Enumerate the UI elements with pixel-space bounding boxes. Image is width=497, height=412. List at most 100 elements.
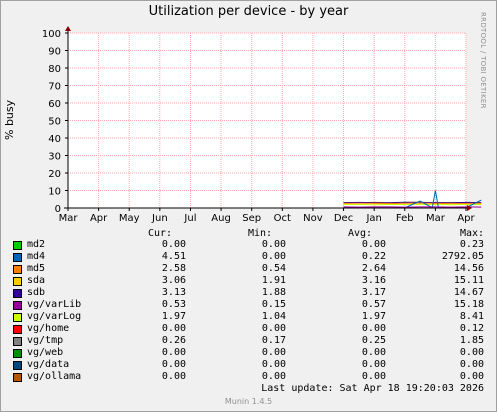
legend-value-max: 2792.05 — [441, 251, 484, 262]
legend-value-min: 0.00 — [261, 323, 286, 334]
y-tick-label: 90 — [48, 47, 61, 58]
legend-value-cur: 0.53 — [161, 299, 186, 310]
legend-swatch — [13, 373, 22, 382]
legend-name: md2 — [27, 239, 46, 250]
legend-value-cur: 0.00 — [161, 347, 186, 358]
legend-name: md4 — [27, 251, 46, 262]
legend-value-min: 0.00 — [261, 359, 286, 370]
legend-value-min: 1.88 — [261, 287, 286, 298]
legend-row: sda 3.06 1.91 3.16 15.11 — [0, 275, 497, 287]
legend-value-cur: 0.00 — [161, 371, 186, 382]
legend-value-cur: 0.26 — [161, 335, 186, 346]
legend-row: vg/web 0.00 0.00 0.00 0.00 — [0, 347, 497, 359]
legend-name: vg/data — [27, 359, 70, 370]
x-tick-label: Mar — [426, 213, 446, 224]
legend-value-avg: 0.25 — [361, 335, 386, 346]
legend-swatch — [13, 361, 22, 370]
legend-header-cur: Cur: — [148, 228, 173, 239]
legend-name: vg/varLib — [27, 299, 82, 310]
legend-header-max: Max: — [460, 228, 485, 239]
legend-swatch — [13, 313, 22, 322]
legend-swatch — [13, 289, 22, 298]
legend-row: vg/ollama 0.00 0.00 0.00 0.00 — [0, 371, 497, 383]
legend-value-avg: 0.22 — [361, 251, 386, 262]
legend-value-cur: 0.00 — [161, 359, 186, 370]
chart-title: Utilization per device - by year — [148, 4, 349, 19]
legend-value-max: 14.56 — [453, 263, 484, 274]
x-tick-label: Aug — [211, 213, 231, 224]
x-tick-label: May — [119, 213, 140, 224]
legend-value-avg: 0.00 — [361, 371, 386, 382]
y-tick-label: 30 — [48, 152, 61, 163]
y-tick-label: 60 — [48, 99, 61, 110]
legend-value-min: 0.00 — [261, 251, 286, 262]
legend-value-avg: 3.17 — [361, 287, 386, 298]
legend-value-min: 0.15 — [261, 299, 286, 310]
y-tick-label: 0 — [55, 204, 61, 215]
legend-value-max: 0.23 — [459, 239, 484, 250]
munin-version: Munin 1.4.5 — [224, 397, 273, 406]
y-tick-label: 20 — [48, 169, 61, 180]
legend-row: sdb 3.13 1.88 3.17 14.67 — [0, 287, 497, 299]
legend-value-min: 0.00 — [261, 371, 286, 382]
legend-swatch — [13, 277, 22, 286]
legend-value-avg: 2.64 — [361, 263, 386, 274]
legend-value-avg: 0.00 — [361, 359, 386, 370]
x-tick-label: Sep — [242, 213, 261, 224]
y-tick-label: 80 — [48, 64, 61, 75]
legend-value-max: 15.18 — [453, 299, 484, 310]
legend-row: vg/tmp 0.26 0.17 0.25 1.85 — [0, 335, 497, 347]
legend-swatch — [13, 337, 22, 346]
legend-value-cur: 2.58 — [161, 263, 186, 274]
y-tick-label: 100 — [42, 29, 61, 40]
legend-name: sdb — [27, 287, 46, 298]
legend-row: vg/data 0.00 0.00 0.00 0.00 — [0, 359, 497, 371]
y-tick-label: 50 — [48, 117, 61, 128]
y-tick-label: 40 — [48, 134, 61, 145]
legend-row: vg/varLog 1.97 1.04 1.97 8.41 — [0, 311, 497, 323]
legend-header-avg: Avg: — [348, 228, 373, 239]
legend-name: vg/home — [27, 323, 70, 334]
legend-value-avg: 1.97 — [361, 311, 386, 322]
legend-value-max: 0.00 — [459, 347, 484, 358]
x-axis-arrow — [467, 205, 472, 211]
x-tick-label: Jan — [365, 213, 381, 224]
x-tick-label: Apr — [90, 213, 108, 224]
legend-value-avg: 0.00 — [361, 239, 386, 250]
legend-swatch — [13, 253, 22, 262]
legend-name: vg/ollama — [27, 371, 82, 382]
legend-value-min: 1.91 — [261, 275, 286, 286]
legend-name: vg/web — [27, 347, 64, 358]
legend-value-max: 15.11 — [453, 275, 484, 286]
legend-swatch — [13, 349, 22, 358]
legend-value-avg: 0.00 — [361, 347, 386, 358]
legend-header-min: Min: — [248, 228, 273, 239]
x-tick-label: Apr — [457, 213, 475, 224]
legend-value-min: 0.00 — [261, 239, 286, 250]
x-tick-label: Dec — [334, 213, 353, 224]
x-tick-label: Nov — [303, 213, 323, 224]
x-tick-label: Jul — [183, 213, 196, 224]
legend-row: md4 4.51 0.00 0.22 2792.05 — [0, 251, 497, 263]
legend-value-cur: 3.06 — [161, 275, 186, 286]
legend-value-avg: 3.16 — [361, 275, 386, 286]
legend-row: md2 0.00 0.00 0.00 0.23 — [0, 239, 497, 251]
y-tick-label: 70 — [48, 82, 61, 93]
legend-value-max: 0.00 — [459, 371, 484, 382]
legend-name: sda — [27, 275, 46, 286]
series-line-md5 — [343, 202, 482, 205]
legend-value-min: 0.00 — [261, 347, 286, 358]
legend-value-cur: 0.00 — [161, 323, 186, 334]
rrdtool-credit: RRDTOOL / TOBI OETIKER — [479, 12, 487, 109]
legend-swatch — [13, 325, 22, 334]
legend-value-min: 0.17 — [261, 335, 286, 346]
legend-name: vg/varLog — [27, 311, 82, 322]
x-tick-label: Feb — [396, 213, 414, 224]
legend-value-avg: 0.00 — [361, 323, 386, 334]
x-tick-label: Mar — [59, 213, 79, 224]
legend-value-max: 14.67 — [453, 287, 484, 298]
legend-value-min: 1.04 — [261, 311, 286, 322]
legend-name: md5 — [27, 263, 46, 274]
x-tick-label: Oct — [274, 213, 291, 224]
